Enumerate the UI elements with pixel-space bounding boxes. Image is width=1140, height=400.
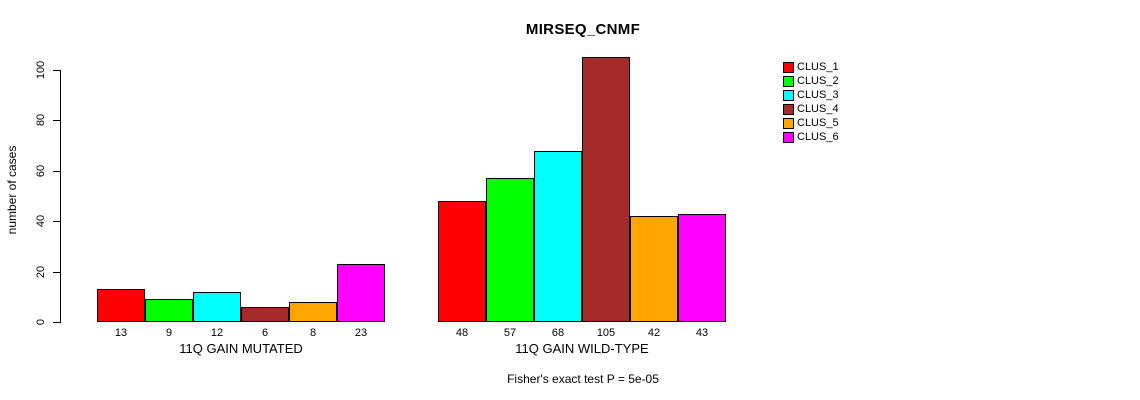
x-group-label: 11Q GAIN MUTATED <box>179 341 303 356</box>
y-axis-tick-label: 40 <box>35 215 47 228</box>
fisher-test-annotation: Fisher's exact test P = 5e-05 <box>507 372 659 386</box>
bar-clus_2 <box>486 178 534 322</box>
bar-value-label: 8 <box>309 327 317 339</box>
y-axis-tick <box>53 221 60 223</box>
x-group-label: 11Q GAIN WILD-TYPE <box>515 341 649 356</box>
bar-clus_1 <box>438 201 486 322</box>
legend-swatch-clus_3 <box>783 90 794 101</box>
legend-label-clus_3: CLUS_3 <box>797 89 839 101</box>
bar-clus_4 <box>582 57 630 322</box>
legend-swatch-clus_4 <box>783 104 794 115</box>
y-axis-tick <box>53 120 60 122</box>
legend-label-clus_4: CLUS_4 <box>797 103 839 115</box>
bar-value-label: 43 <box>695 327 709 339</box>
y-axis-tick <box>53 70 60 71</box>
bar-value-label: 9 <box>165 327 173 339</box>
legend-label-clus_5: CLUS_5 <box>797 117 839 129</box>
legend-label-clus_2: CLUS_2 <box>797 75 839 87</box>
bar-clus_5 <box>289 301 337 322</box>
y-axis-tick-label: 0 <box>35 318 47 326</box>
y-axis-tick-label: 80 <box>35 114 47 127</box>
bar-clus_3 <box>193 291 241 322</box>
bar-value-label: 13 <box>114 327 128 339</box>
y-axis-line <box>60 70 61 323</box>
y-axis-tick-label: 100 <box>35 60 47 80</box>
chart-title: MIRSEQ_CNMF <box>525 21 641 38</box>
bar-value-label: 12 <box>210 327 224 339</box>
legend-swatch-clus_6 <box>783 132 794 143</box>
bar-value-label: 68 <box>551 327 565 339</box>
y-axis-tick-label: 60 <box>35 164 47 177</box>
legend-label-clus_1: CLUS_1 <box>797 61 839 73</box>
y-axis-title: number of cases <box>5 145 19 235</box>
bar-clus_3 <box>534 150 582 322</box>
bar-clus_4 <box>241 306 289 322</box>
bar-value-label: 23 <box>354 327 368 339</box>
bar-clus_6 <box>678 213 726 322</box>
bar-clus_6 <box>337 264 385 322</box>
bar-clus_2 <box>145 299 193 322</box>
y-axis-tick <box>53 322 60 323</box>
bar-value-label: 57 <box>503 327 517 339</box>
bar-value-label: 6 <box>261 327 269 339</box>
legend-swatch-clus_5 <box>783 118 794 129</box>
legend-label-clus_6: CLUS_6 <box>797 131 839 143</box>
bar-value-label: 42 <box>647 327 661 339</box>
y-axis-tick-label: 20 <box>35 265 47 278</box>
bar-clus_5 <box>630 216 678 322</box>
legend-swatch-clus_1 <box>783 62 794 73</box>
y-axis-tick <box>53 170 60 172</box>
y-axis-tick <box>53 271 60 273</box>
bar-value-label: 105 <box>596 327 616 339</box>
legend-swatch-clus_2 <box>783 76 794 87</box>
bar-value-label: 48 <box>455 327 469 339</box>
bar-clus_1 <box>97 289 145 322</box>
